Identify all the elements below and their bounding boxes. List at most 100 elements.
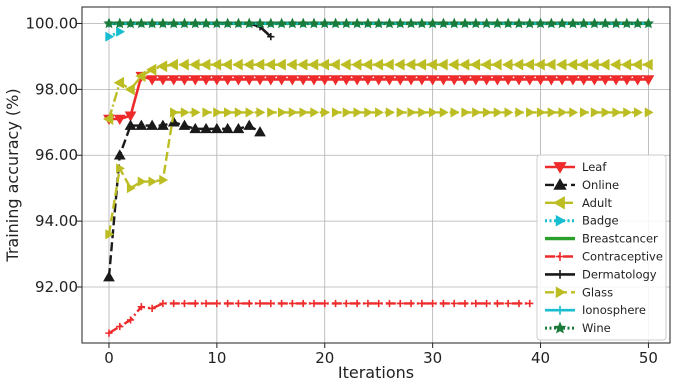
data-point (396, 299, 404, 308)
ticks: 0 10 20 30 40 50 92.00 94.00 96.00 98.00 100.00 (26, 14, 658, 367)
data-point (461, 107, 471, 118)
legend-item: Leaf (545, 160, 607, 174)
data-point (610, 17, 622, 29)
data-point (405, 17, 417, 29)
data-point (180, 107, 190, 118)
data-point (170, 299, 178, 308)
data-point (243, 75, 256, 86)
data-point (254, 126, 266, 137)
data-point (364, 299, 372, 308)
data-point (286, 75, 299, 86)
data-point (427, 17, 439, 29)
data-point (472, 107, 482, 118)
legend-item: Adult (545, 196, 612, 210)
data-point (426, 75, 439, 86)
data-point (340, 58, 351, 71)
data-point (191, 107, 201, 118)
data-point (232, 17, 245, 29)
data-point (331, 107, 341, 118)
data-point (448, 17, 460, 29)
data-point (135, 119, 148, 130)
series-glass (105, 107, 654, 240)
data-point (502, 75, 515, 86)
data-point (180, 299, 189, 308)
data-point (243, 119, 256, 130)
data-point (189, 17, 201, 29)
data-point (428, 107, 438, 118)
data-point (202, 107, 212, 118)
data-point (126, 183, 136, 194)
data-point (405, 58, 416, 71)
data-point (418, 299, 426, 308)
data-point (221, 75, 234, 86)
data-point (202, 299, 210, 308)
data-point (448, 58, 459, 71)
data-point (146, 63, 157, 76)
data-point (275, 17, 288, 29)
data-point (116, 26, 125, 37)
data-point (103, 271, 115, 282)
data-point (318, 58, 330, 71)
data-point (297, 17, 309, 29)
data-point (599, 17, 611, 29)
data-point (310, 299, 318, 308)
data-point (569, 107, 579, 118)
data-point (566, 58, 578, 71)
data-point (558, 107, 568, 118)
data-point (610, 58, 621, 71)
data-point (178, 119, 191, 130)
data-point (415, 58, 427, 71)
legend-marker (553, 321, 567, 334)
data-point (267, 33, 275, 41)
data-point (523, 75, 536, 86)
data-point (148, 304, 156, 313)
data-point (470, 17, 482, 29)
data-point (426, 58, 437, 71)
data-point (394, 58, 405, 71)
data-point (146, 17, 158, 29)
data-point (480, 17, 493, 29)
data-point (567, 75, 579, 86)
legend-marker (555, 214, 567, 227)
data-point (200, 75, 212, 86)
data-point (178, 58, 189, 71)
data-point (146, 119, 158, 130)
data-point (265, 17, 277, 29)
data-point (450, 107, 460, 118)
data-point (534, 17, 547, 29)
data-point (383, 17, 396, 29)
data-point (526, 299, 534, 308)
data-point (599, 75, 612, 86)
data-point (577, 75, 590, 86)
data-point (221, 122, 234, 134)
data-point (396, 107, 406, 118)
legend-box (536, 154, 667, 341)
data-point (307, 58, 319, 71)
data-point (275, 58, 286, 71)
data-point (329, 75, 342, 86)
data-point (351, 17, 363, 29)
y-tick-label: 100.00 (26, 14, 79, 32)
data-point (331, 299, 340, 308)
data-point (319, 17, 331, 29)
legend-item: Ionosphere (545, 303, 646, 317)
data-point (200, 17, 212, 29)
data-point (277, 299, 286, 308)
legend-marker (553, 178, 567, 190)
data-point (222, 17, 234, 29)
data-point (491, 17, 503, 29)
x-tick-label: 0 (104, 349, 114, 367)
legend-label: Ionosphere (582, 303, 646, 317)
data-point (450, 299, 458, 308)
x-tick-label: 40 (531, 349, 550, 367)
data-point (459, 75, 471, 86)
data-point (256, 299, 264, 308)
data-point (375, 107, 384, 118)
data-point (318, 75, 331, 86)
data-point (135, 17, 147, 29)
legend-item: Dermatology (545, 267, 657, 281)
data-point (437, 58, 448, 71)
data-point (491, 58, 502, 71)
data-point (105, 229, 115, 240)
data-point (461, 299, 469, 308)
